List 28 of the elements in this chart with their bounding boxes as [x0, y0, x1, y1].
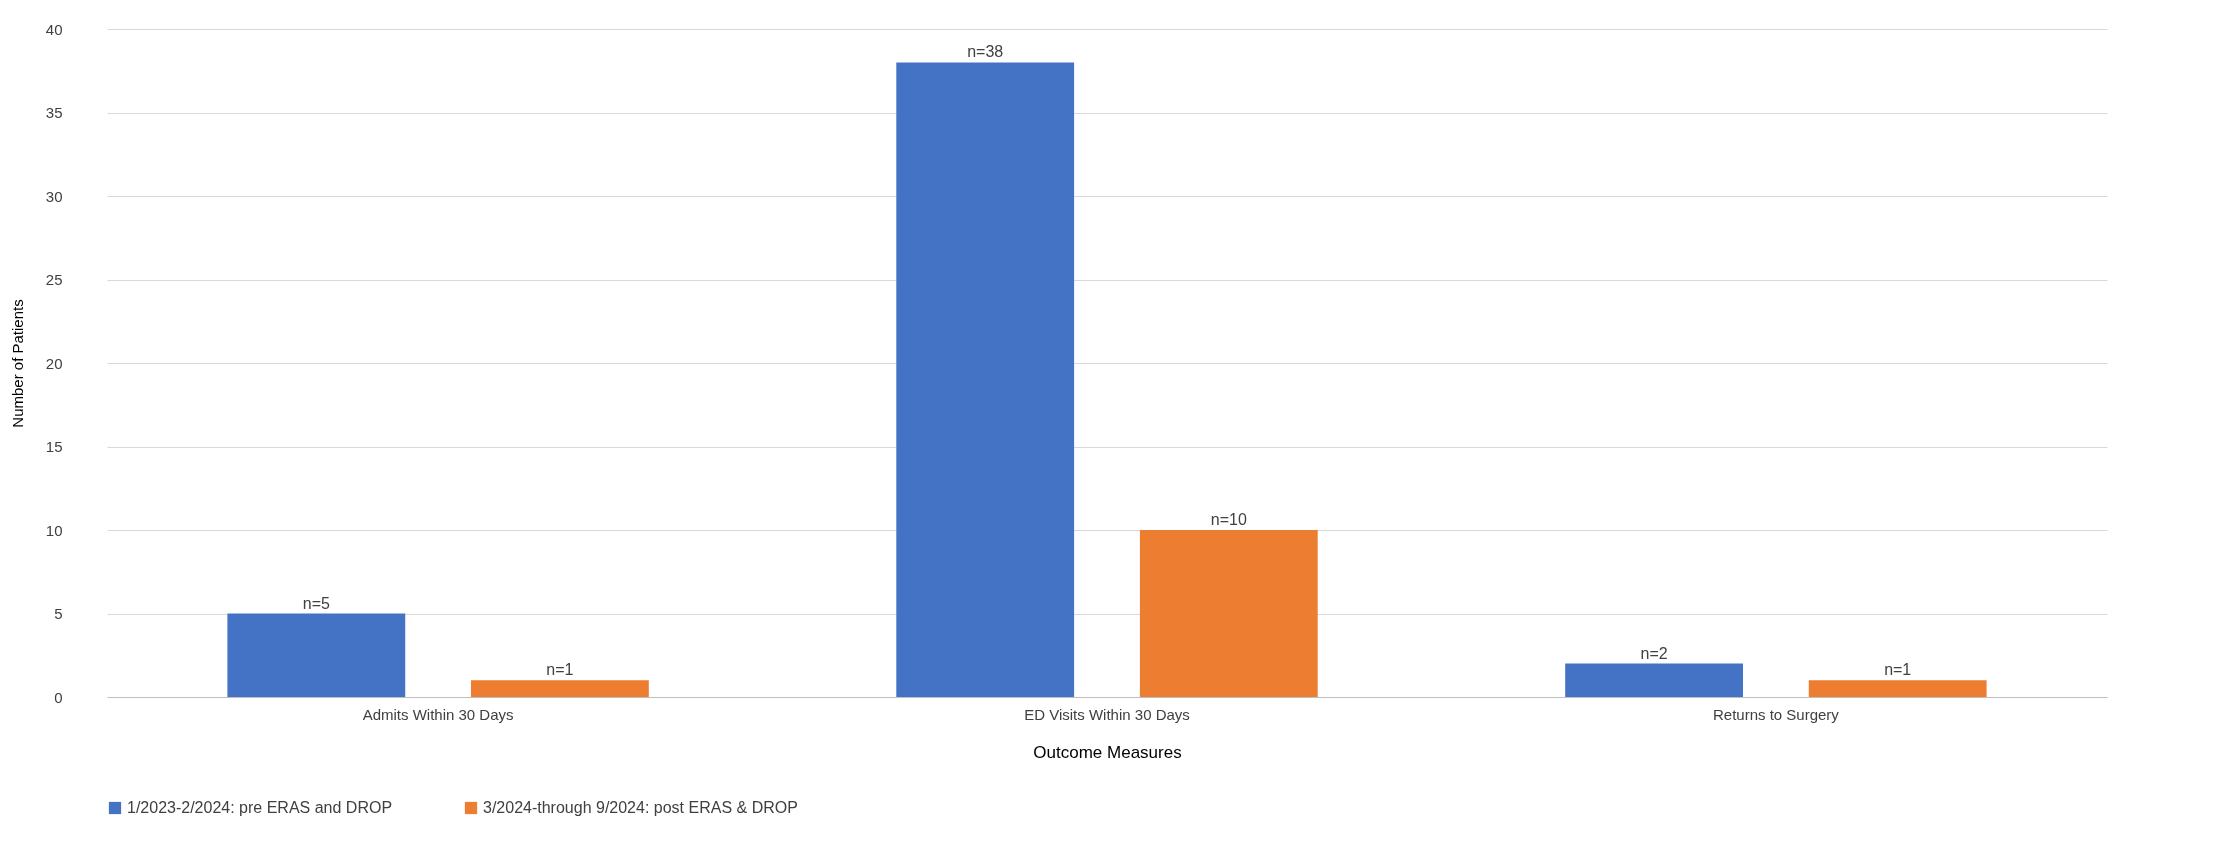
- y-tick-label: 20: [45, 354, 63, 372]
- x-tick-label: ED Visits Within 30 Days: [1024, 705, 1190, 723]
- bar: [470, 680, 649, 697]
- bar: [1808, 680, 1987, 697]
- y-tick-label: 40: [45, 20, 63, 38]
- x-tick-label: Returns to Surgery: [1712, 705, 1840, 723]
- data-label: n=1: [1884, 661, 1912, 679]
- y-tick-label: 35: [45, 104, 63, 121]
- legend-label: 1/2023-2/2024: pre ERAS and DROP: [127, 799, 393, 816]
- y-tick-label: 5: [54, 605, 63, 622]
- bar: [227, 613, 406, 697]
- data-label: n=10: [1210, 511, 1247, 528]
- x-axis-title: Outcome Measures: [1033, 742, 1182, 762]
- bar: [1565, 663, 1744, 697]
- y-axis-title: Number of Patients: [8, 299, 26, 428]
- data-label: n=2: [1640, 644, 1668, 662]
- bar: [1139, 530, 1318, 697]
- legend-label: 3/2024-through 9/2024: post ERAS & DROP: [483, 799, 798, 816]
- data-label: n=1: [546, 661, 574, 679]
- y-tick-label: 25: [45, 271, 63, 288]
- bar: [896, 62, 1075, 697]
- y-tick-label: 15: [45, 438, 63, 455]
- y-tick-label: 30: [45, 187, 63, 205]
- y-tick-label: 10: [45, 521, 63, 539]
- data-label: n=38: [967, 43, 1004, 61]
- x-tick-label: Admits Within 30 Days: [362, 705, 514, 723]
- data-label: n=5: [302, 594, 330, 612]
- y-tick-label: 0: [54, 688, 63, 706]
